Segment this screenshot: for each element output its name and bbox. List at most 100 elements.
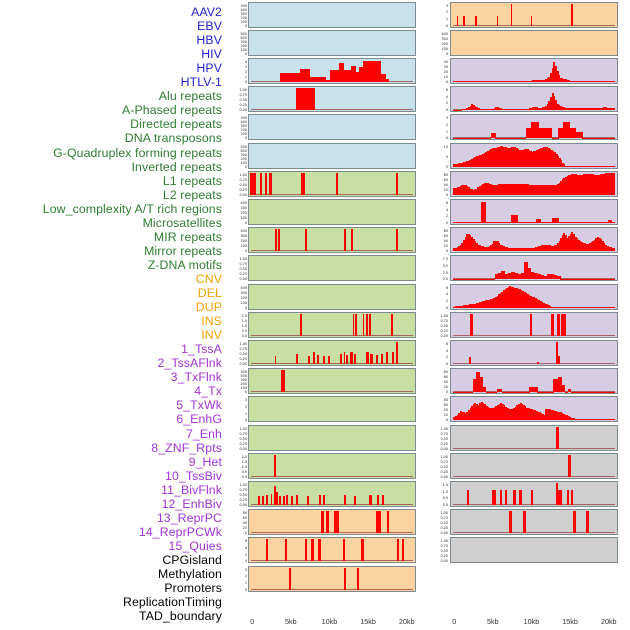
signal-bar <box>475 16 477 26</box>
signal-bar <box>520 150 523 167</box>
signal-bar <box>461 391 464 393</box>
y-tick-right-7-1: 2 <box>445 214 448 219</box>
signal-bar <box>577 131 580 139</box>
y-tick-left-11-0: 0.0 <box>241 333 247 338</box>
y-tick-left-3-1: 0.25 <box>239 103 247 108</box>
signal-bar <box>593 239 596 252</box>
signal-bar <box>572 418 575 421</box>
signal-bar <box>553 245 556 252</box>
signal-bar <box>543 107 546 111</box>
y-tick-right-1-3: 300 <box>441 36 448 41</box>
signal-bar <box>583 108 586 111</box>
signal-bar <box>556 137 559 139</box>
signal-bar <box>561 278 564 280</box>
y-tick-left-15-1: 0.25 <box>239 441 247 446</box>
signal-bar <box>492 278 495 280</box>
row-label-11-bivflnk: 11_BivFlnk <box>161 482 222 497</box>
y-tick-right-17-3: 1.5 <box>442 482 448 487</box>
signal-bar <box>517 222 520 223</box>
signal-bar <box>587 391 590 393</box>
row-label-6-enhg: 6_EnhG <box>176 412 222 427</box>
signal-bar <box>543 79 546 82</box>
signal-bar <box>274 454 276 477</box>
signal-bar <box>565 306 568 308</box>
signal-bar <box>594 278 597 280</box>
y-tick-right-10-0: 0 <box>445 305 448 310</box>
y-tick-left-16-3: 1.5 <box>241 459 247 464</box>
signal-bar <box>591 137 594 139</box>
signal-bar <box>467 410 470 421</box>
signal-bar <box>526 293 529 308</box>
signal-bar <box>600 239 603 252</box>
signal-bar <box>524 406 527 421</box>
signal-bar <box>482 201 485 223</box>
signal-bar <box>329 70 340 82</box>
signal-bar <box>453 164 456 167</box>
y-tick-left-19-3: 6 <box>244 539 247 544</box>
signal-bar <box>527 391 530 393</box>
plot-area <box>451 172 617 196</box>
signal-bar <box>609 391 612 393</box>
y-tick-left-19-2: 4 <box>244 545 247 550</box>
signal-bar <box>467 137 470 139</box>
signal-bar <box>573 165 576 167</box>
signal-bar <box>533 151 536 167</box>
signal-bar <box>461 278 464 280</box>
signal-bar <box>533 247 536 252</box>
signal-bar <box>475 156 478 167</box>
signal-bar <box>514 109 517 111</box>
signal-bar <box>595 81 598 82</box>
signal-bar <box>484 404 487 421</box>
signal-bar <box>492 391 495 393</box>
signal-bar <box>515 184 518 195</box>
signal-bar <box>609 306 612 308</box>
signal-bar <box>603 306 606 308</box>
signal-bar <box>472 303 475 308</box>
signal-bar <box>522 222 525 223</box>
signal-bar <box>532 107 535 111</box>
signal-bar <box>565 235 568 252</box>
signal-bar <box>307 496 309 505</box>
y-tick-left-13-1: 100 <box>240 386 247 391</box>
signal-bar <box>505 109 508 111</box>
signal-bar <box>499 292 502 308</box>
track-panel-right-6 <box>450 170 618 197</box>
signal-bar <box>567 416 570 421</box>
signal-bar <box>490 299 493 308</box>
row-label-dup: DUP <box>195 300 222 315</box>
signal-bar <box>514 391 517 393</box>
signal-bar <box>482 137 485 139</box>
signal-bar <box>569 417 572 421</box>
signal-bar <box>466 185 469 195</box>
signal-bar <box>535 121 538 139</box>
signal-bar <box>590 165 593 167</box>
track-panel-left-13 <box>248 368 416 395</box>
signal-bar <box>556 218 559 223</box>
signal-bar <box>555 306 558 308</box>
signal-bar <box>482 402 485 421</box>
signal-bar <box>542 107 545 111</box>
signal-bar <box>459 391 462 393</box>
x-tick-right-1: 5kb <box>487 617 499 626</box>
x-tick-right-2: 10kb <box>523 617 540 626</box>
signal-bar <box>531 248 534 252</box>
track-panel-left-18 <box>248 509 416 536</box>
signal-bar <box>477 81 480 82</box>
signal-bar <box>603 137 606 139</box>
signal-bar <box>489 278 492 280</box>
y-tick-left-10-1: 100 <box>240 300 247 305</box>
y-tick-right-18-4: 1.00 <box>440 511 448 516</box>
baseline <box>251 109 413 111</box>
signal-bar <box>585 108 588 111</box>
signal-bar <box>496 241 499 252</box>
signal-bar <box>568 235 571 252</box>
signal-bar <box>470 313 473 336</box>
signal-bar <box>471 391 474 393</box>
track-panel-right-2 <box>450 57 618 84</box>
y-tick-right-2-3: 30 <box>443 64 448 69</box>
signal-bar <box>477 108 480 111</box>
signal-bar <box>486 151 489 167</box>
signal-bar <box>500 81 503 82</box>
signal-bar <box>494 296 497 308</box>
plot-area <box>249 172 415 196</box>
